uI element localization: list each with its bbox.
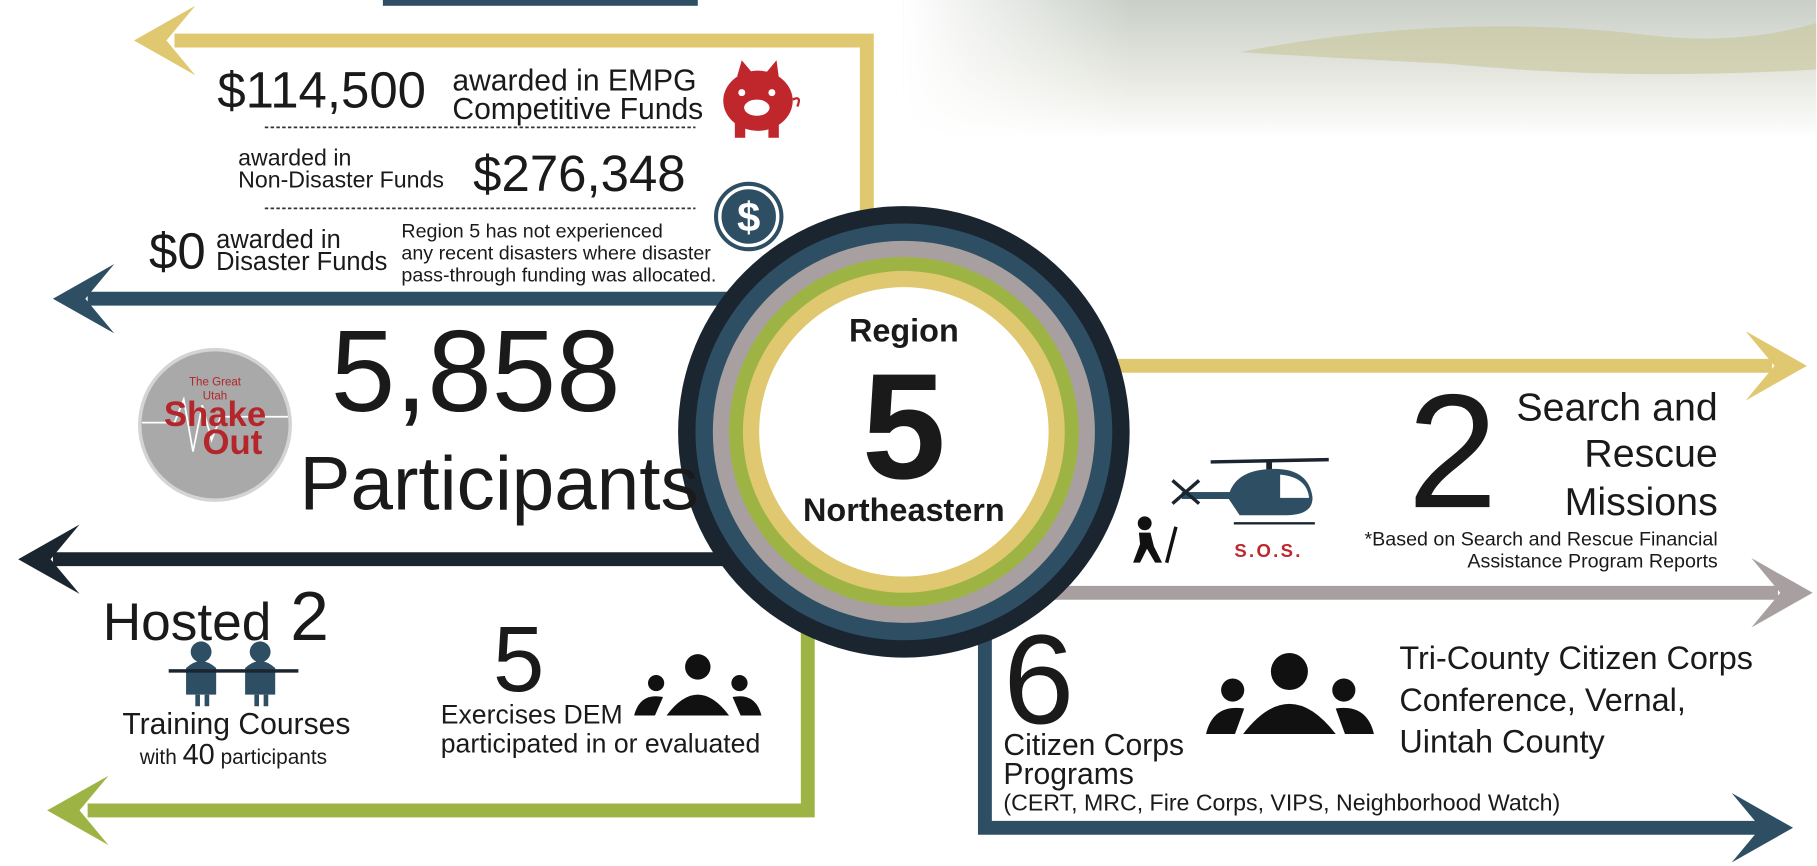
training-participants: 40 xyxy=(183,739,215,771)
cc-programs: (CERT, MRC, Fire Corps, VIPS, Neighborho… xyxy=(1003,789,1560,815)
arrow-line xyxy=(977,607,1761,835)
logo-text: Out xyxy=(202,424,262,462)
cc-label: Citizen Corps xyxy=(1003,729,1184,762)
non-disaster-amount: $276,348 xyxy=(473,145,685,202)
cc-label: Programs xyxy=(1003,758,1133,791)
exercises-label: Exercises DEM xyxy=(441,700,623,730)
arrowhead xyxy=(133,5,196,76)
empg-label: Competitive Funds xyxy=(452,93,703,126)
region-label: Region xyxy=(849,313,959,349)
svg-text:$: $ xyxy=(737,194,760,241)
non-disaster-label: Non-Disaster Funds xyxy=(238,167,444,193)
exercises-count: 5 xyxy=(493,607,545,711)
empg-amount: $114,500 xyxy=(217,62,426,119)
arrowhead xyxy=(18,524,80,594)
region-number: 5 xyxy=(862,342,946,510)
group-icon xyxy=(1206,652,1374,735)
empg-label: awarded in EMPG xyxy=(452,64,696,97)
training-sub-suffix: participants xyxy=(221,746,328,769)
sos-label: S.O.S. xyxy=(1234,540,1302,561)
arrow-line xyxy=(87,578,815,818)
exercises-label: participated in or evaluated xyxy=(441,729,761,759)
disaster-note: pass-through funding was allocated. xyxy=(401,264,716,286)
piggy-bank-icon xyxy=(723,60,801,138)
cc-count: 6 xyxy=(1003,609,1074,751)
sky-cloud xyxy=(1239,23,1817,75)
cc-event: Conference, Vernal, xyxy=(1399,682,1685,718)
sar-count: 2 xyxy=(1407,361,1497,542)
region-name: Northeastern xyxy=(803,492,1005,528)
training-sub: with 40 participants xyxy=(139,739,327,771)
classroom-icon xyxy=(168,641,299,707)
helicopter-icon xyxy=(1171,457,1329,525)
arrowhead xyxy=(1751,558,1813,628)
training-sub-prefix: with xyxy=(139,746,177,769)
sar-label: Rescue xyxy=(1584,432,1717,476)
disaster-label: Disaster Funds xyxy=(216,248,387,276)
sar-label: Search and xyxy=(1516,385,1717,429)
disaster-label: awarded in xyxy=(216,226,341,254)
shakeout-logo: The Great Utah Shake Out xyxy=(138,347,292,502)
logo-text: Shake xyxy=(164,396,266,434)
training-label: Training Courses xyxy=(122,708,350,741)
group-icon xyxy=(634,654,762,716)
arrowhead xyxy=(47,775,109,846)
cc-event: Uintah County xyxy=(1399,724,1605,760)
top-bar xyxy=(382,0,698,6)
arrow-line xyxy=(174,33,874,284)
disaster-note: Region 5 has not experienced xyxy=(401,220,662,242)
sar-note: Assistance Program Reports xyxy=(1467,550,1718,572)
hiker-icon xyxy=(1133,516,1178,564)
cc-event: Tri-County Citizen Corps xyxy=(1399,640,1753,676)
shakeout-label: Participants xyxy=(300,441,699,526)
arrowhead xyxy=(52,263,115,334)
arrowhead xyxy=(1745,331,1807,401)
arrows xyxy=(52,33,1778,835)
shakeout-count: 5,858 xyxy=(331,306,621,436)
sar-note: *Based on Search and Rescue Financial xyxy=(1365,528,1718,550)
region-rings xyxy=(678,206,1130,658)
dollar-coin-icon: $ xyxy=(713,181,784,252)
disaster-note: any recent disasters where disaster xyxy=(401,242,711,264)
arrowheads xyxy=(18,5,1813,863)
logo-text: The Great xyxy=(189,377,242,389)
training-count: 2 xyxy=(290,577,329,655)
arrowhead xyxy=(1731,793,1794,863)
training-prefix: Hosted xyxy=(103,593,272,652)
ring xyxy=(759,287,1049,577)
non-disaster-label: awarded in xyxy=(238,145,351,171)
sar-label: Missions xyxy=(1565,480,1718,524)
logo-text: Utah xyxy=(203,390,227,402)
disaster-amount: $0 xyxy=(149,223,206,280)
